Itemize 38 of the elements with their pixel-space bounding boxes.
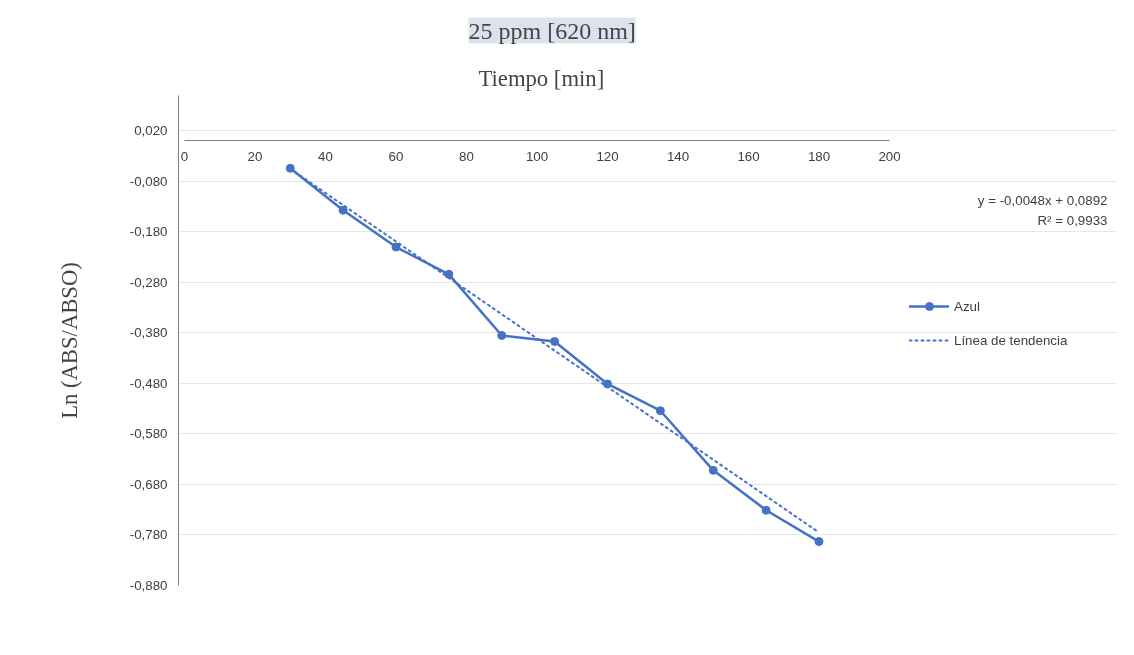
point: [603, 379, 612, 389]
point: [655, 406, 665, 416]
y-axis-title: Ln (ABS/ABSO): [56, 262, 82, 419]
x-tick-label: 200: [878, 148, 901, 164]
x-tick-label: 60: [388, 148, 404, 164]
point: [497, 330, 507, 340]
legend-label: Azul: [954, 298, 980, 314]
point: [708, 465, 718, 475]
x-tick-label: 0: [180, 148, 189, 164]
y-tick-label: -0,680: [129, 476, 168, 492]
point: [814, 537, 824, 547]
x-tick-label: 100: [525, 148, 549, 164]
chart-title: 25 ppm [620 nm]: [468, 17, 636, 44]
point: [391, 242, 401, 252]
x-tick-label: 80: [459, 148, 474, 164]
text: y = -0,0048x + 0,0892: [977, 192, 1108, 208]
x-axis-title: Tiempo [min]: [478, 65, 605, 91]
point: [550, 337, 560, 346]
y-tick-label: -0,180: [129, 224, 168, 240]
legend-label: Línea de tendencia: [954, 332, 1068, 348]
y-tick-label: 0,020: [134, 123, 168, 139]
x-tick-label: 20: [247, 148, 263, 164]
y-tick-label: -0,480: [129, 375, 168, 391]
y-tick-label: -0,880: [129, 578, 168, 593]
y-tick-label: -0,580: [129, 426, 168, 442]
x-tick-label: 160: [737, 148, 760, 164]
x-tick-label: 120: [596, 148, 619, 164]
x-tick-label: 40: [318, 148, 333, 164]
text: R² = 0,9933: [1037, 212, 1108, 228]
point: [761, 505, 771, 515]
y-tick-label: -0,380: [129, 325, 168, 341]
x-tick-label: 140: [666, 148, 690, 164]
point: [285, 163, 295, 173]
y-tick-label: -0,280: [129, 274, 168, 290]
y-tick-label: -0,080: [129, 173, 168, 189]
point: [338, 205, 348, 215]
x-tick-label: 180: [807, 148, 831, 164]
y-tick-label: -0,780: [129, 527, 168, 543]
